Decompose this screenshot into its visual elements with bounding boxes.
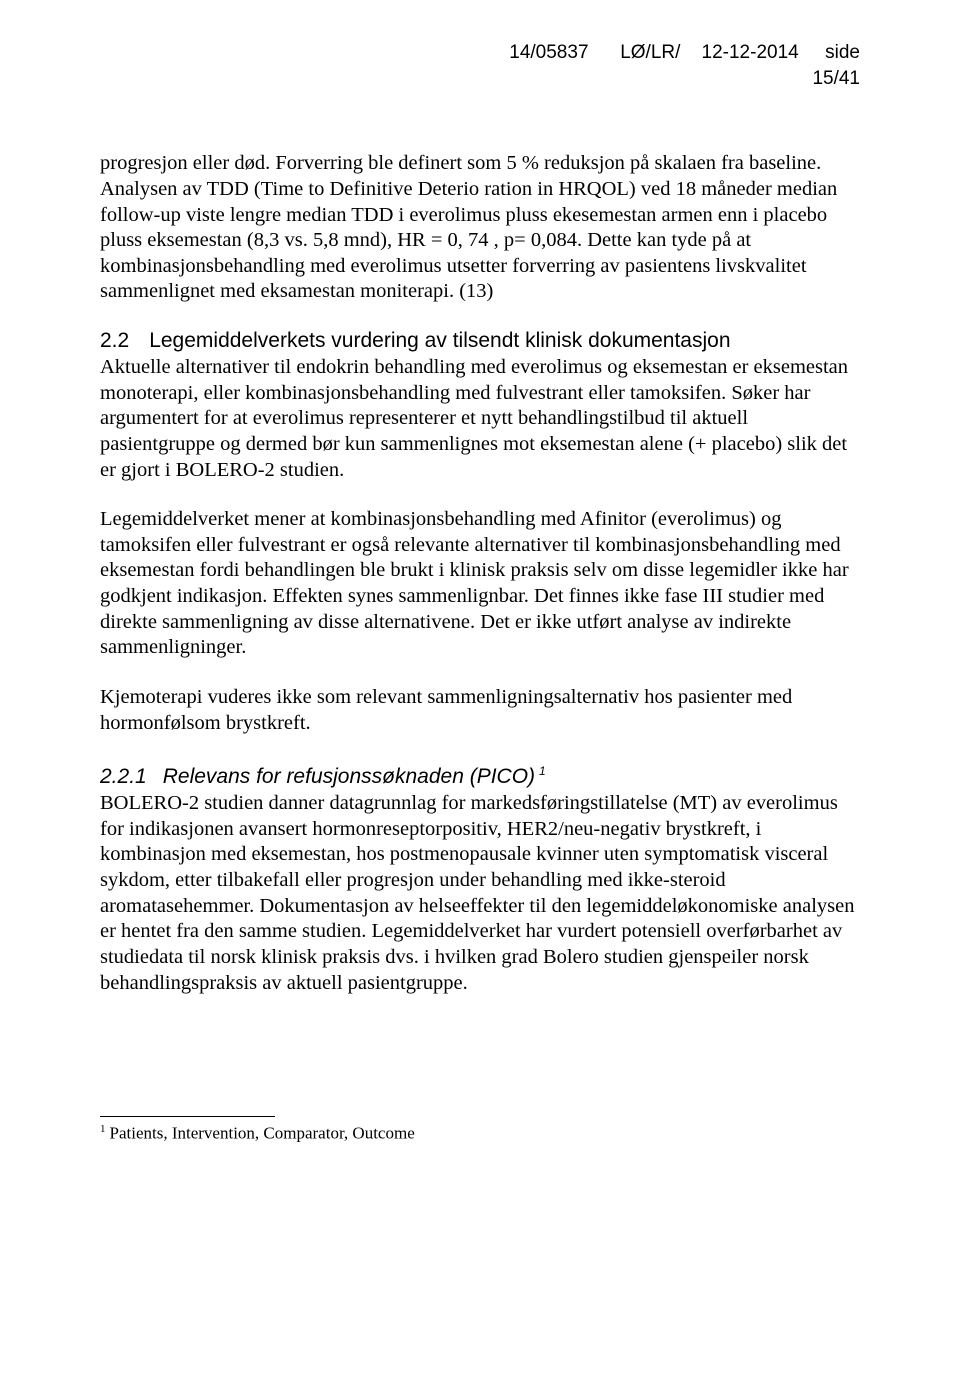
section-title: Legemiddelverkets vurdering av tilsendt … (149, 329, 730, 352)
header-date: 12-12-2014 (702, 42, 799, 63)
footnote-text: Patients, Intervention, Comparator, Outc… (110, 1124, 415, 1143)
header-ref: LØ/LR/ (620, 42, 680, 63)
paragraph-4: Kjemoterapi vuderes ikke som relevant sa… (100, 685, 860, 736)
paragraph-3: Legemiddelverket mener at kombinasjonsbe… (100, 507, 860, 661)
footnote: 1 Patients, Intervention, Comparator, Out… (100, 1123, 860, 1144)
page-header: 14/05837 LØ/LR/ 12-12-2014 side 15/41 (100, 40, 860, 91)
paragraph-5: BOLERO-2 studien danner datagrunnlag for… (100, 791, 860, 996)
footnote-ref: 1 (539, 764, 546, 778)
section-number: 2.2 (100, 329, 129, 353)
header-side-label: side (825, 42, 860, 63)
header-case-no: 14/05837 (509, 42, 588, 63)
document-page: 14/05837 LØ/LR/ 12-12-2014 side 15/41 pr… (0, 0, 960, 1381)
header-page-indicator: 15/41 (812, 68, 860, 89)
subsection-number: 2.2.1 (100, 765, 147, 789)
subsection-heading-2-2-1: 2.2.1 Relevans for refusjonssøknaden (PIC… (100, 764, 860, 789)
section-heading-2-2: 2.2 Legemiddelverkets vurdering av tilsen… (100, 329, 860, 353)
footnote-separator (100, 1116, 275, 1117)
subsection-title: Relevans for refusjonssøknaden (PICO) (163, 765, 535, 788)
footnote-marker: 1 (100, 1123, 106, 1135)
paragraph-1: progresjon eller død. Forverring ble def… (100, 151, 860, 305)
paragraph-2: Aktuelle alternativer til endokrin behan… (100, 355, 860, 483)
